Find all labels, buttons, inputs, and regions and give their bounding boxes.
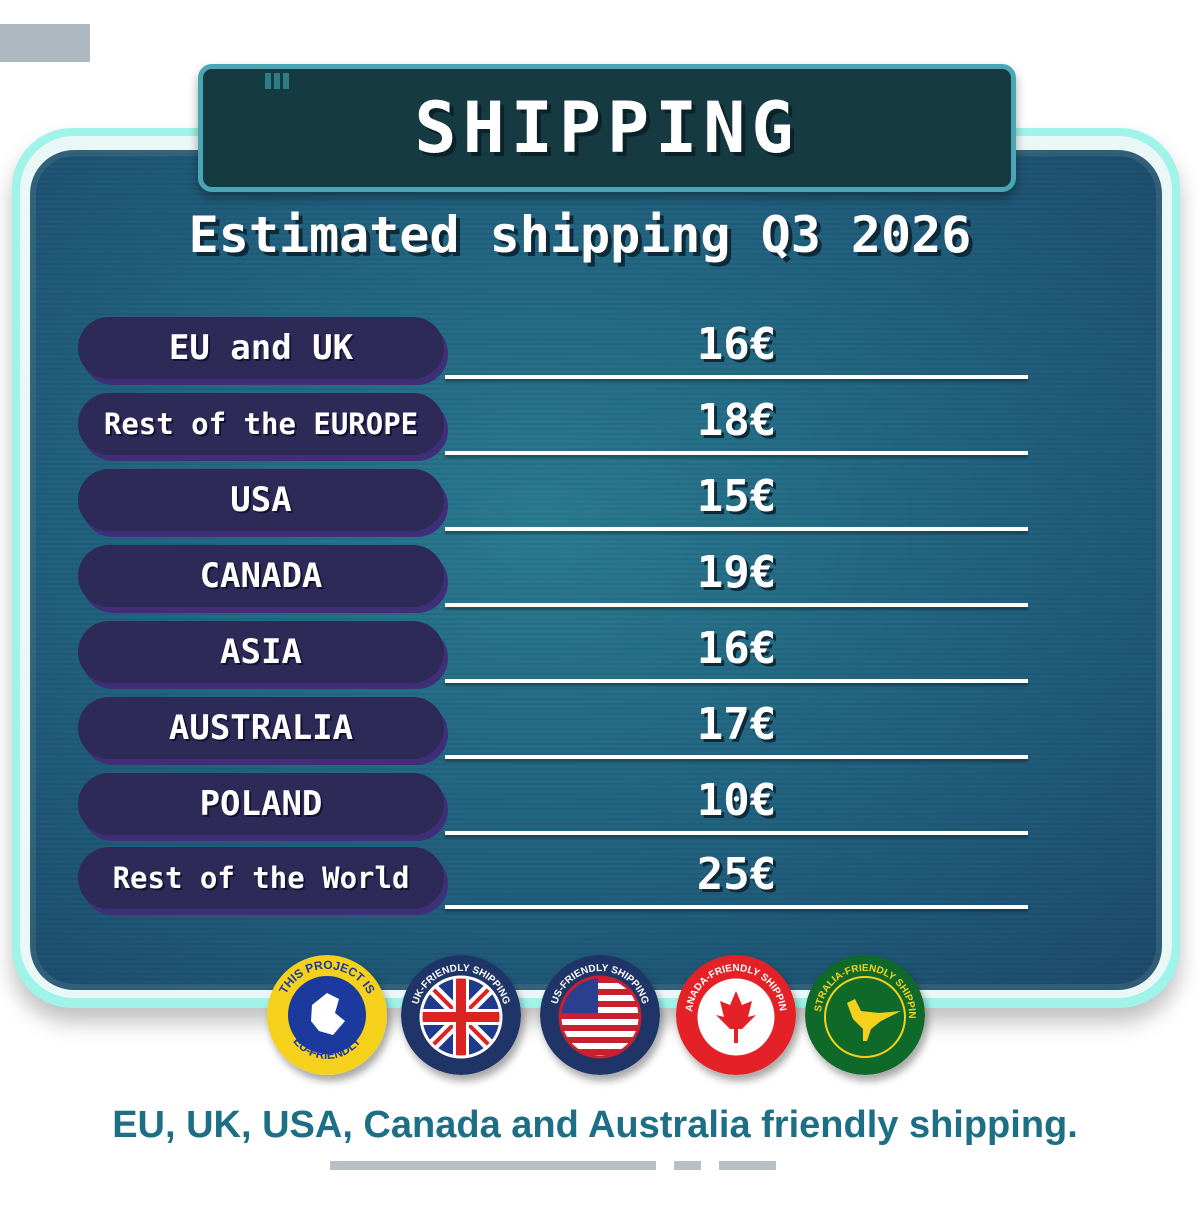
row-divider: [445, 375, 1028, 379]
canada-badge-icon: CANADA-FRIENDLY SHIPPING: [676, 955, 796, 1075]
region-label: USA: [78, 469, 444, 531]
decorative-block: [0, 24, 90, 62]
row-divider: [445, 451, 1028, 455]
price-value: 16€: [696, 319, 777, 370]
shipping-rate-row: AUSTRALIA 17€: [78, 697, 1028, 761]
title-tab: SHIPPING: [198, 64, 1016, 192]
price-value: 10€: [696, 775, 777, 826]
region-label: CANADA: [78, 545, 444, 607]
shipping-rate-row: CANADA 19€: [78, 545, 1028, 609]
region-label: EU and UK: [78, 317, 444, 379]
uk-badge: UK-FRIENDLY SHIPPING: [401, 955, 521, 1075]
us-badge: US-FRIENDLY SHIPPING: [540, 955, 660, 1075]
row-divider: [445, 831, 1028, 835]
decorative-bar: [719, 1161, 776, 1170]
price-value: 16€: [696, 623, 777, 674]
price-value: 17€: [696, 699, 777, 750]
eu-badge-icon: THIS PROJECT IS EU-FRIENDLY: [267, 955, 387, 1075]
price-value: 19€: [696, 547, 777, 598]
row-divider: [445, 905, 1028, 909]
row-divider: [445, 527, 1028, 531]
australia-badge: AUSTRALIA-FRIENDLY SHIPPING: [805, 955, 925, 1075]
uk-badge-icon: UK-FRIENDLY SHIPPING: [401, 955, 521, 1075]
eu-badge: THIS PROJECT IS EU-FRIENDLY: [267, 955, 387, 1075]
price-value: 18€: [696, 395, 777, 446]
shipping-rate-row: EU and UK 16€: [78, 317, 1028, 381]
canada-badge: CANADA-FRIENDLY SHIPPING: [676, 955, 796, 1075]
shipping-rate-row: ASIA 16€: [78, 621, 1028, 685]
shipping-rate-row: POLAND 10€: [78, 773, 1028, 837]
price-value: 25€: [696, 849, 777, 900]
page-title: SHIPPING: [414, 87, 800, 169]
shipping-rate-row: USA 15€: [78, 469, 1028, 533]
row-divider: [445, 679, 1028, 683]
footer-text: EU, UK, USA, Canada and Australia friend…: [112, 1104, 1078, 1146]
region-label: POLAND: [78, 773, 444, 835]
australia-badge-icon: AUSTRALIA-FRIENDLY SHIPPING: [805, 955, 925, 1075]
decorative-bar: [330, 1161, 656, 1170]
tab-marks-decoration: [265, 73, 289, 89]
region-label: Rest of the EUROPE: [78, 393, 444, 455]
region-label: AUSTRALIA: [78, 697, 444, 759]
us-badge-icon: US-FRIENDLY SHIPPING: [540, 955, 660, 1075]
decorative-bar: [674, 1161, 701, 1170]
row-divider: [445, 603, 1028, 607]
shipping-rate-row: Rest of the EUROPE 18€: [78, 393, 1028, 457]
price-value: 15€: [696, 471, 777, 522]
subtitle: Estimated shipping Q3 2026: [188, 206, 972, 264]
region-label: ASIA: [78, 621, 444, 683]
row-divider: [445, 755, 1028, 759]
region-label: Rest of the World: [78, 847, 444, 909]
shipping-rate-row: Rest of the World 25€: [78, 847, 1028, 911]
